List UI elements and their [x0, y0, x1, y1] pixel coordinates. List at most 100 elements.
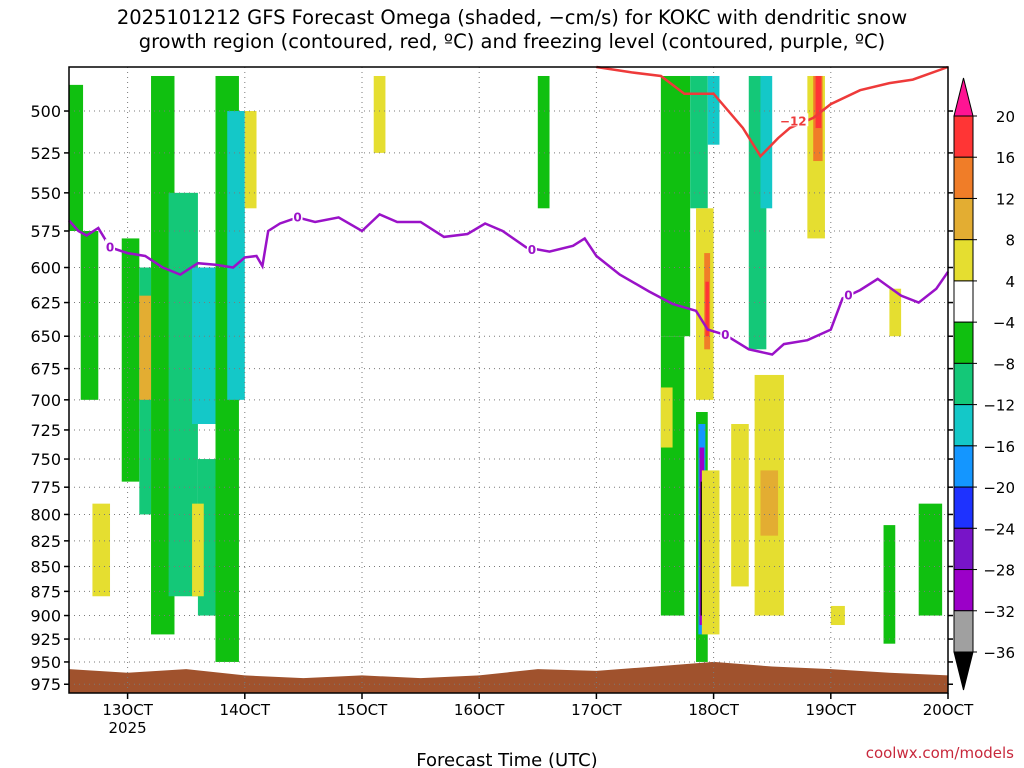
x-tick-label: 18OCT: [688, 701, 739, 719]
omega-cell: [121, 238, 140, 482]
chart-title-line1: 2025101212 GFS Forecast Omega (shaded, −…: [116, 6, 908, 29]
x-tick-label: 17OCT: [571, 701, 622, 719]
colorbar: 20 16 12 8 4 −4 −8 −12 −16 −20 −24 −28 −32 −36: [953, 77, 1015, 691]
y-tick-label: 700: [30, 391, 61, 410]
y-tick-label: 625: [30, 294, 61, 313]
plot-frame: [68, 66, 949, 694]
y-tick-label: 550: [30, 184, 61, 203]
y-tick-label: 600: [30, 259, 61, 278]
y-tick-label: 500: [30, 102, 61, 121]
colorbar-label: −24: [983, 520, 1015, 538]
colorbar-label: 8: [1005, 232, 1015, 250]
y-tick-label: 900: [30, 607, 61, 626]
colorbar-label: −28: [983, 562, 1015, 580]
omega-cell: [373, 75, 386, 153]
y-tick-label: 750: [30, 450, 61, 469]
freezing-level-label-bg: [526, 242, 537, 256]
omega-cell: [92, 503, 111, 597]
omega-cell: [707, 75, 720, 145]
freezing-level-label: 0: [106, 240, 114, 254]
colorbar-swatch: [953, 527, 974, 571]
freezing-level-label: 0: [844, 289, 852, 303]
colorbar-label: −20: [983, 479, 1015, 497]
x-tick-label: 20OCT: [923, 701, 974, 719]
omega-cell: [760, 75, 773, 209]
colorbar-label: 20: [996, 108, 1015, 126]
colorbar-swatch: [953, 280, 974, 323]
omega-cell: [701, 470, 720, 635]
freezing-level-label-bg: [105, 239, 116, 253]
terrain-surface: [69, 661, 948, 693]
omega-cell: [660, 387, 673, 448]
omega-cell: [760, 470, 779, 536]
colorbar-swatch: [953, 610, 974, 653]
colorbar-label: 4: [1005, 273, 1015, 291]
freezing-level-line: [68, 212, 950, 356]
colorbar-swatch: [953, 445, 974, 488]
freezing-level-label-bg: [843, 287, 854, 301]
y-tick-label: 575: [30, 222, 61, 241]
credit-text: coolwx.com/models: [865, 744, 1014, 762]
omega-cell: [815, 75, 822, 129]
x-tick-label: 19OCT: [806, 701, 857, 719]
freezing-level-label-bg: [720, 326, 731, 340]
y-tick-label: 800: [30, 505, 61, 524]
colorbar-swatch: [953, 156, 974, 199]
x-tick-label: 13OCT: [102, 701, 153, 719]
freezing-level-label: 0: [528, 243, 536, 257]
colorbar-label: −12: [983, 397, 1015, 415]
y-tick-label: 725: [30, 421, 61, 440]
omega-cell: [660, 336, 685, 616]
chart-title: 2025101212 GFS Forecast Omega (shaded, −…: [0, 6, 1024, 54]
colorbar-swatch: [953, 321, 974, 364]
x-tick-label: 14OCT: [220, 701, 271, 719]
colorbar-swatch: [953, 486, 974, 529]
omega-cell: [244, 111, 257, 209]
contour-lines-layer: 0 0 0 0 0 −12: [68, 65, 950, 356]
omega-cell: [80, 230, 99, 400]
y-tick-label: 825: [30, 532, 61, 551]
colorbar-label: −8: [993, 355, 1015, 373]
dendritic-line: [596, 65, 949, 159]
omega-cell: [660, 75, 691, 337]
omega-cell: [69, 84, 84, 231]
y-tick-label: 875: [30, 582, 61, 601]
omega-cells-layer: [69, 75, 943, 662]
colorbar-bottom-triangle: [953, 651, 974, 691]
colorbar-label: −4: [993, 314, 1015, 332]
omega-cell: [690, 75, 708, 209]
colorbar-swatch: [953, 569, 974, 612]
x-axis-label: Forecast Time (UTC): [416, 750, 597, 768]
colorbar-swatch: [953, 404, 974, 447]
colorbar-label: 16: [996, 149, 1015, 167]
y-tick-label: 775: [30, 478, 61, 497]
axes-layer: 500 525 550 575 600 625 650 675 700 725 750 775 800 8…: [30, 66, 974, 737]
omega-cell: [139, 295, 152, 400]
freezing-level-label: 0: [721, 328, 729, 342]
y-tick-label: 850: [30, 557, 61, 576]
y-tick-label: 675: [30, 360, 61, 379]
colorbar-top-triangle: [953, 77, 974, 117]
omega-cell: [883, 525, 896, 644]
colorbar-label: −32: [983, 603, 1015, 621]
omega-cell: [705, 281, 709, 337]
omega-cell: [731, 424, 749, 587]
omega-cell: [227, 111, 245, 400]
dendritic-label-bg: [778, 113, 809, 127]
omega-cell: [192, 503, 204, 597]
chart-title-line2: growth region (contoured, red, ºC) and f…: [138, 30, 886, 53]
x-tick-label: 15OCT: [337, 701, 388, 719]
y-tick-label: 925: [30, 630, 61, 649]
omega-cell: [192, 267, 216, 425]
colorbar-swatch: [953, 197, 974, 241]
colorbar-swatch: [953, 115, 974, 158]
dendritic-label: −12: [780, 114, 807, 128]
y-tick-label: 950: [30, 653, 61, 672]
colorbar-label: −16: [983, 438, 1015, 456]
omega-cell: [830, 605, 845, 626]
y-tick-label: 650: [30, 327, 61, 346]
colorbar-swatch: [953, 239, 974, 282]
omega-cell: [918, 503, 943, 616]
omega-cell: [889, 288, 902, 337]
